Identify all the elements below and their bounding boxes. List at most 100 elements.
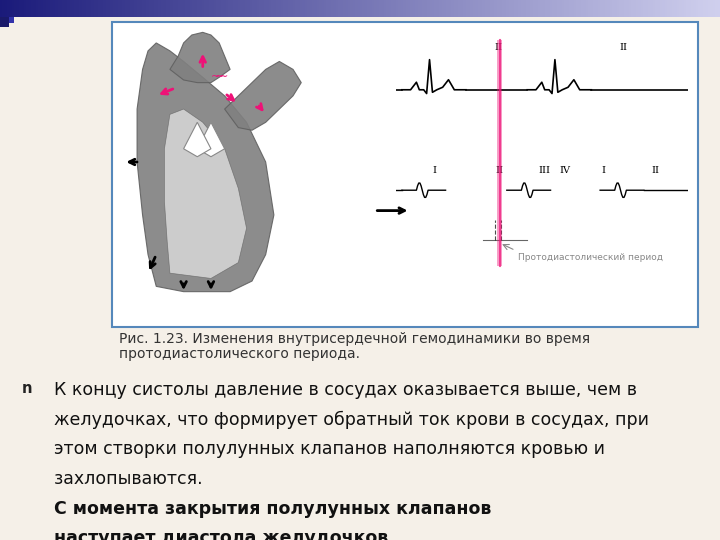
Bar <box>122 0 125 17</box>
Bar <box>523 0 526 17</box>
Bar <box>158 0 161 17</box>
Bar <box>662 0 665 17</box>
Bar <box>45 0 48 17</box>
Bar <box>571 0 574 17</box>
Text: протодиастолического периода.: протодиастолического периода. <box>119 347 360 361</box>
Bar <box>672 0 675 17</box>
Bar <box>533 0 535 17</box>
Bar <box>614 0 617 17</box>
Bar <box>79 0 81 17</box>
Bar <box>228 0 230 17</box>
Bar <box>593 0 595 17</box>
Bar <box>27 0 29 17</box>
Bar <box>418 0 420 17</box>
Text: С момента закрытия полулунных клапанов: С момента закрытия полулунных клапанов <box>54 500 491 517</box>
Bar <box>41 0 43 17</box>
FancyBboxPatch shape <box>112 22 698 327</box>
Bar <box>355 0 358 17</box>
Bar <box>655 0 657 17</box>
Bar <box>482 0 485 17</box>
Bar <box>353 0 355 17</box>
Bar <box>696 0 698 17</box>
Bar <box>682 0 684 17</box>
Bar <box>360 0 362 17</box>
Bar <box>643 0 646 17</box>
Bar <box>610 0 612 17</box>
Bar <box>151 0 153 17</box>
Bar <box>269 0 271 17</box>
Bar <box>230 0 233 17</box>
Bar <box>521 0 523 17</box>
Bar <box>502 0 504 17</box>
Text: захлопываются.: захлопываются. <box>54 470 208 488</box>
Bar <box>497 39 503 266</box>
Bar <box>283 0 286 17</box>
Bar <box>434 0 437 17</box>
Bar <box>297 0 300 17</box>
Bar <box>0 17 9 27</box>
Bar <box>698 0 701 17</box>
Bar <box>63 0 65 17</box>
Bar <box>276 0 279 17</box>
Bar <box>319 0 322 17</box>
Bar <box>247 0 250 17</box>
Bar <box>398 0 401 17</box>
Bar <box>351 0 353 17</box>
Bar <box>343 0 346 17</box>
Bar <box>715 0 718 17</box>
Bar <box>518 0 521 17</box>
Bar <box>202 0 204 17</box>
Bar <box>38 0 41 17</box>
Bar <box>367 0 369 17</box>
Bar <box>84 0 86 17</box>
Bar <box>43 0 45 17</box>
Bar <box>583 0 585 17</box>
Bar <box>175 0 178 17</box>
Bar <box>279 0 281 17</box>
Bar <box>374 0 377 17</box>
Bar <box>86 0 89 17</box>
Bar <box>449 0 451 17</box>
Text: IV: IV <box>559 166 571 175</box>
Bar <box>423 0 425 17</box>
Bar <box>394 0 396 17</box>
Bar <box>382 0 384 17</box>
Bar <box>578 0 581 17</box>
Bar <box>257 0 259 17</box>
Bar <box>233 0 235 17</box>
Bar <box>679 0 682 17</box>
Bar <box>120 0 122 17</box>
Bar <box>631 0 634 17</box>
Bar <box>317 0 319 17</box>
Bar <box>598 0 600 17</box>
Bar <box>713 0 715 17</box>
Bar <box>509 0 511 17</box>
Bar <box>326 0 329 17</box>
Bar <box>446 0 449 17</box>
Bar <box>65 0 67 17</box>
Bar <box>149 0 151 17</box>
Bar <box>480 0 482 17</box>
Bar <box>567 0 569 17</box>
Bar <box>425 0 427 17</box>
Bar <box>338 0 341 17</box>
Bar <box>250 0 252 17</box>
Bar <box>641 0 643 17</box>
Bar <box>706 0 708 17</box>
Bar <box>708 0 711 17</box>
Text: III: III <box>539 166 551 175</box>
Bar <box>490 0 492 17</box>
Bar <box>466 0 468 17</box>
Bar <box>96 0 99 17</box>
Bar <box>70 0 72 17</box>
Bar <box>581 0 583 17</box>
Bar <box>495 0 497 17</box>
Text: Протодиастолический период: Протодиастолический период <box>518 253 663 262</box>
Bar <box>439 0 441 17</box>
Bar <box>413 0 415 17</box>
Bar <box>504 0 506 17</box>
Bar <box>451 0 454 17</box>
Bar <box>305 0 307 17</box>
Bar <box>307 0 310 17</box>
Bar <box>559 0 562 17</box>
